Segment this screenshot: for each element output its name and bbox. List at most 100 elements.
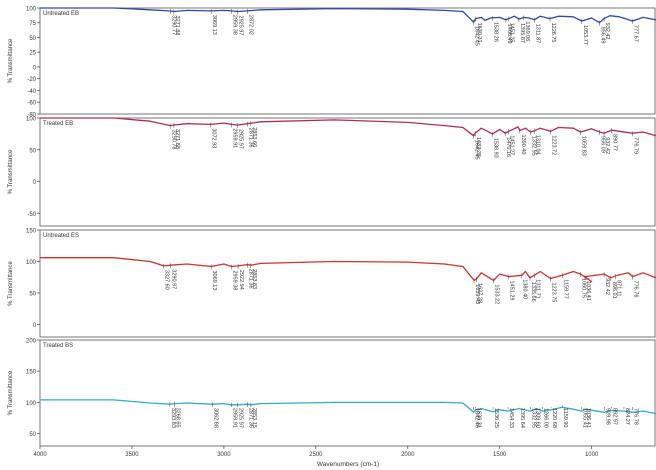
peak-label: 3327.60 xyxy=(164,270,170,290)
peak-label: 1220.68 xyxy=(551,408,557,428)
y-tick-label: 0 xyxy=(33,180,37,186)
peak-label: 1036.41 xyxy=(585,281,591,301)
peak-label: 1266.00 xyxy=(543,408,549,428)
peak-label: 2925.97 xyxy=(237,129,243,149)
peak-label: 1311.87 xyxy=(534,24,540,43)
peak-label: 3290.78 xyxy=(170,130,176,150)
peak-label: 1380.40 xyxy=(522,279,528,299)
spectrum-line xyxy=(40,7,656,24)
y-tick-label: 50 xyxy=(29,36,36,42)
peak-label: 1395.87 xyxy=(519,23,525,43)
x-tick-label: 3500 xyxy=(125,452,139,458)
peak-label: 1466.49 xyxy=(506,24,512,44)
panel-frame xyxy=(39,7,656,115)
peak-label: 2959.91 xyxy=(231,408,237,428)
y-axis-label: % Transmittance xyxy=(8,370,14,415)
peak-label: 1390.40 xyxy=(520,135,526,155)
peak-label: 1395.64 xyxy=(519,408,525,428)
peak-label: 1538.28 xyxy=(493,22,499,42)
x-tick-label: 2000 xyxy=(401,452,415,458)
peak-label: 2959.38 xyxy=(231,270,237,290)
peak-label: 892.97 xyxy=(611,408,617,425)
peak-label: 3271.88 xyxy=(174,129,180,149)
peak-label: 896.01 xyxy=(611,282,617,299)
peak-label: 1053.77 xyxy=(582,25,588,45)
peak-label: 956.49 xyxy=(600,27,606,44)
peak-label: 956.09 xyxy=(600,136,606,153)
peak-label: 1633.35 xyxy=(475,137,481,157)
y-tick-label: 50 xyxy=(29,148,36,154)
peak-label: 1059.83 xyxy=(581,136,587,156)
peak-label: 1309.60 xyxy=(535,408,541,428)
peak-label: 777.67 xyxy=(633,25,639,42)
peak-label: 1060.75 xyxy=(580,278,586,298)
peak-label: 2925.97 xyxy=(237,16,243,36)
peak-label: 776.79 xyxy=(633,137,639,154)
peak-label: 871.11 xyxy=(615,280,621,296)
peak-label: 1451.25 xyxy=(509,23,515,43)
peak-label: 1310.04 xyxy=(535,135,541,155)
peak-label: 2853.83 xyxy=(251,269,257,289)
peak-label: 932.42 xyxy=(604,278,610,295)
y-tick-label: -80 xyxy=(27,113,36,119)
y-tick-label: 0 xyxy=(33,323,37,329)
y-tick-label: -60 xyxy=(27,101,36,107)
spectrum-line xyxy=(40,399,656,415)
y-tick-label: 100 xyxy=(26,7,37,13)
peak-label: 2922.94 xyxy=(238,270,244,290)
peak-label: 1451.27 xyxy=(509,135,515,155)
y-tick-label: 50 xyxy=(29,432,36,438)
x-tick-label: 2500 xyxy=(309,452,323,458)
peak-label: 1311.71 xyxy=(534,279,540,298)
peak-label: 1533.22 xyxy=(494,284,500,304)
panel-3: 150 100 50 0 % Transmittance Untreated ES 3327… xyxy=(8,229,656,338)
peak-label: 932.42 xyxy=(604,137,610,154)
panel-frame xyxy=(39,339,656,447)
peak-label: 1642.45 xyxy=(474,26,480,46)
peak-label: 3062.88 xyxy=(212,408,218,428)
peak-label: 3069.13 xyxy=(211,271,217,291)
y-tick-label: 100 xyxy=(26,260,37,266)
peak-label: 1630.31 xyxy=(476,408,482,428)
panel-frame xyxy=(39,117,656,227)
panels: 100 75 50 25 0 -20 -40 -60 -80 % Transmittance Unt… xyxy=(8,7,656,447)
peak-label: 1536.25 xyxy=(493,408,499,428)
panel-title: Untreated EB xyxy=(43,11,79,17)
panel-title: Treated BS xyxy=(43,343,73,349)
y-axis-label: % Transmittance xyxy=(8,149,14,194)
peak-label: 932.42 xyxy=(604,23,610,40)
x-tick-label: 3000 xyxy=(217,452,231,458)
peak-label: 1332.95 xyxy=(530,136,536,156)
panel-1: 100 75 50 25 0 -20 -40 -60 -80 % Transmittance Unt… xyxy=(8,7,656,119)
peak-label: 776.76 xyxy=(633,281,639,298)
y-tick-label: 100 xyxy=(26,117,37,123)
peak-label: 3069.13 xyxy=(211,15,217,35)
peak-label: 3268.65 xyxy=(174,408,180,428)
y-tick-label: -40 xyxy=(27,89,36,95)
peak-label: 1630.31 xyxy=(476,23,482,43)
peak-label: 1454.33 xyxy=(508,408,514,428)
peak-label: 1036.41 xyxy=(585,408,591,428)
peak-label: 1226.75 xyxy=(550,23,556,43)
peak-label: 2925.97 xyxy=(237,408,243,428)
peak-label: 2871.36 xyxy=(248,128,254,148)
y-tick-label: 100 xyxy=(26,401,37,407)
panel-title: Treated EB xyxy=(43,121,73,127)
x-axis-label: Wavenumbers (cm-1) xyxy=(317,461,379,468)
panel-title: Untreated ES xyxy=(43,233,79,239)
peak-label: 3271.88 xyxy=(174,16,180,36)
x-tick-label: 4000 xyxy=(33,452,47,458)
y-tick-label: 0 xyxy=(33,65,37,71)
peak-label: 929.98 xyxy=(605,408,611,425)
spectrum-line xyxy=(40,257,656,283)
peak-label: 1639.43 xyxy=(474,284,480,304)
y-tick-label: 50 xyxy=(29,291,36,297)
peak-label: 1332.95 xyxy=(530,408,536,428)
panel-4: 200 150 100 50 % Transmittance Treated BS 3293… xyxy=(8,339,656,447)
peak-label: 1470.16 xyxy=(505,137,511,157)
peak-label: 1223.75 xyxy=(550,282,556,302)
peak-label: 3072.93 xyxy=(210,128,216,148)
peak-label: 1369.06 xyxy=(524,21,530,41)
panel-frame xyxy=(39,229,656,338)
